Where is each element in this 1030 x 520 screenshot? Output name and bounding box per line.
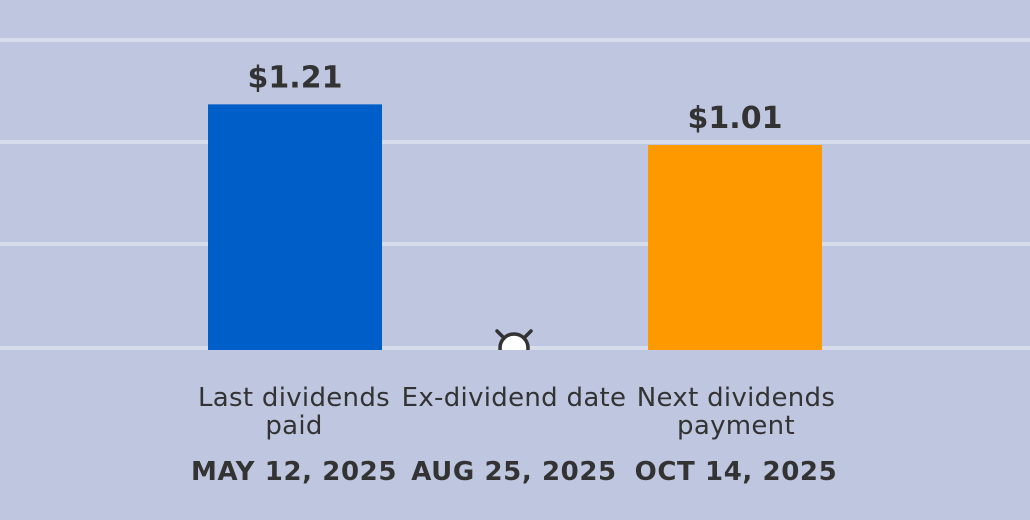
bar-0 — [208, 104, 382, 350]
value-label-0: $1.21 — [248, 60, 343, 95]
value-label-2: $1.01 — [688, 101, 783, 136]
date-label-ex-dividend: AUG 25, 2025 — [411, 457, 617, 487]
date-label-last-dividends: MAY 12, 2025 — [190, 457, 398, 487]
category-label-last-dividends: Last dividends paid — [198, 383, 390, 441]
date-label-next-dividends: OCT 14, 2025 — [634, 457, 838, 487]
ex-dividend-marker-icon — [495, 329, 533, 350]
category-label-ex-dividend: Ex-dividend date — [401, 383, 627, 413]
bar-2 — [648, 144, 822, 350]
category-label-next-dividends: Next dividends payment — [636, 383, 836, 441]
chart-canvas: $1.21 $1.01 — [0, 38, 1030, 350]
